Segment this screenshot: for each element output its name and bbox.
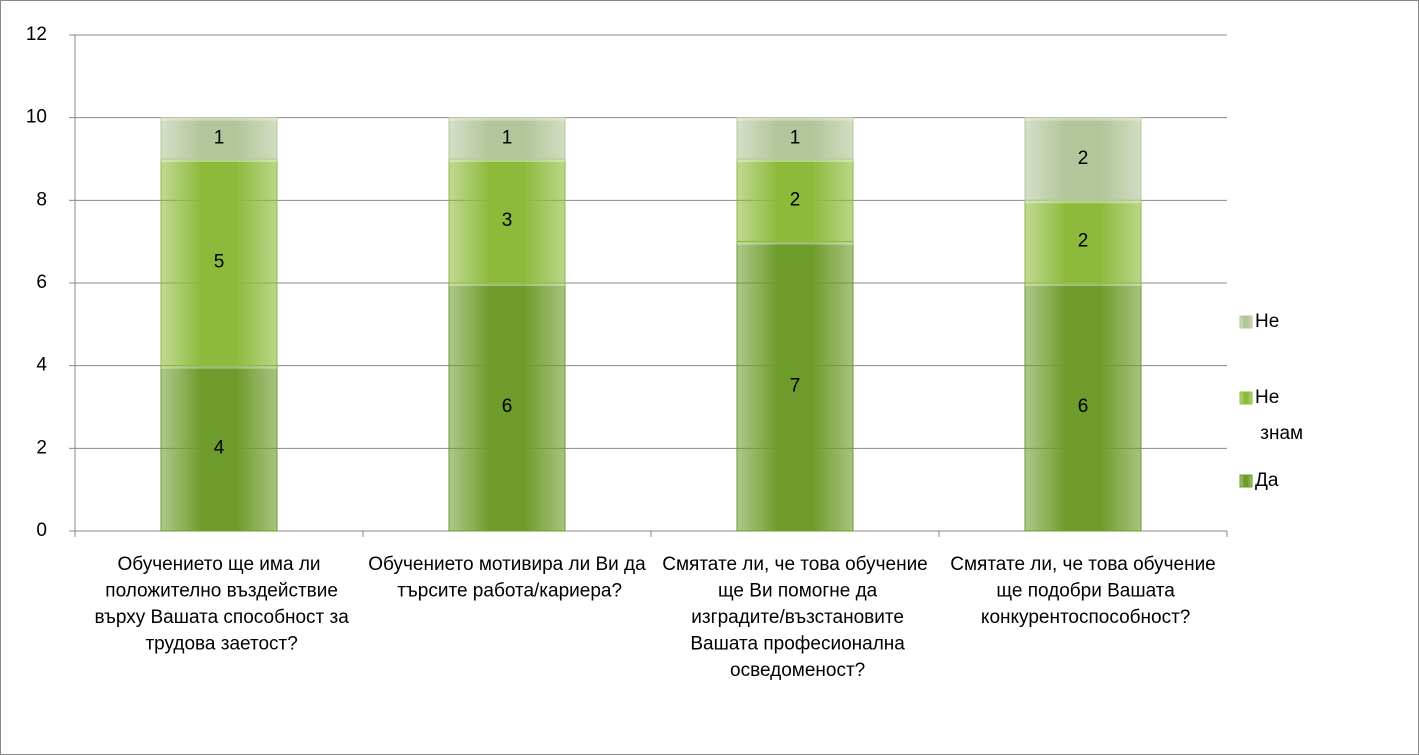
bar-segment [160, 158, 278, 367]
bar-shade [449, 159, 565, 162]
bar-shade [449, 117, 565, 121]
legend-swatch [1239, 474, 1253, 488]
data-label: 6 [502, 396, 513, 417]
bar-shade [737, 159, 853, 162]
x-tick-label: Обучението ще има ли положително въздейс… [89, 554, 349, 655]
bar-shade [161, 117, 277, 121]
x-tick-label: Смятате ли, че това обучение ще подобри … [950, 554, 1216, 628]
data-label: 5 [214, 251, 225, 272]
bar-shade [1025, 200, 1141, 204]
bar-segment [160, 365, 278, 532]
bar-shade [449, 283, 565, 286]
data-label: 1 [502, 127, 513, 148]
bar-shade [737, 241, 853, 245]
y-tick-label: 12 [26, 24, 47, 45]
bar-shade [1025, 283, 1141, 286]
legend-swatch [1239, 315, 1253, 329]
bar-segment [1024, 199, 1142, 284]
legend-label: Да [1255, 470, 1279, 491]
bar-shade [1025, 117, 1141, 121]
y-tick-label: 0 [36, 520, 47, 541]
x-tick-label: Обучението мотивира ли Ви да търсите раб… [368, 554, 646, 602]
legend-swatch [1239, 391, 1253, 405]
data-label: 2 [1078, 231, 1089, 252]
legend-label: Не знам [1255, 387, 1303, 444]
data-label: 7 [790, 375, 801, 396]
bar-segment [736, 117, 854, 160]
data-label: 2 [1078, 148, 1089, 169]
data-label: 2 [790, 189, 801, 210]
bar-segment [160, 117, 278, 160]
x-tick-label: Смятате ли, че това обучение ще Ви помог… [662, 554, 928, 681]
bar-shade [161, 365, 277, 369]
y-tick-label: 2 [36, 437, 47, 458]
bar-segment [736, 158, 854, 243]
bar-segment [1024, 117, 1142, 201]
data-label: 6 [1078, 396, 1089, 417]
bar-segment [448, 158, 566, 284]
bar-segment [448, 117, 566, 160]
y-tick-label: 10 [26, 107, 47, 128]
y-tick-label: 8 [36, 189, 47, 210]
data-label: 1 [214, 127, 225, 148]
data-label: 1 [790, 127, 801, 148]
data-label: 4 [214, 437, 225, 458]
bar-segment [448, 282, 566, 532]
y-tick-label: 6 [36, 272, 47, 293]
y-tick-label: 4 [36, 355, 47, 376]
bar-shade [161, 159, 277, 162]
legend-label: Не [1255, 311, 1279, 332]
data-label: 3 [502, 210, 513, 231]
bar-segment [736, 241, 854, 532]
bar-shade [737, 117, 853, 121]
